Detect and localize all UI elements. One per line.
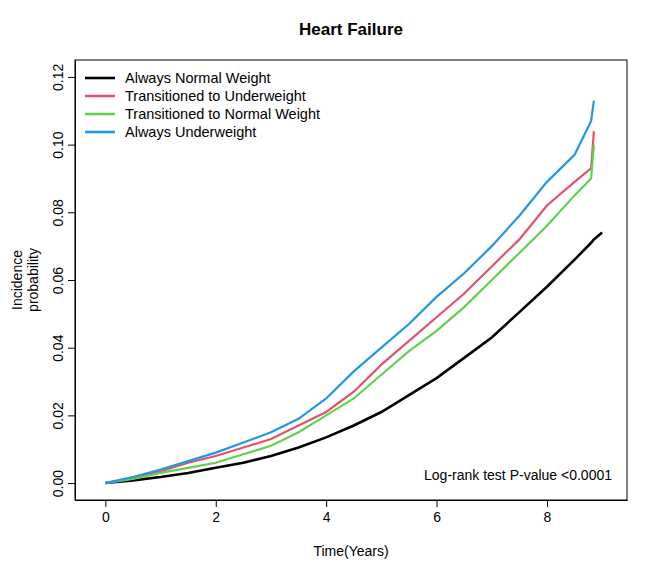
tick-mark <box>68 415 75 416</box>
tick-mark <box>437 500 438 507</box>
tick-mark <box>216 500 217 507</box>
tick: 0.04 <box>50 334 75 361</box>
y-axis-title: Incidenceprobability <box>9 248 41 312</box>
tick-label: 0.00 <box>50 470 66 497</box>
legend-swatch <box>85 95 115 98</box>
tick-mark <box>105 500 106 507</box>
tick-label: 0.10 <box>50 131 66 158</box>
x-axis-title: Time(Years) <box>313 543 388 559</box>
tick-label: 8 <box>544 509 552 525</box>
series-line <box>105 131 594 483</box>
tick: 0.02 <box>50 402 75 429</box>
tick-label: 0.06 <box>50 267 66 294</box>
series-line <box>105 233 602 483</box>
annotation: Log-rank test P-value <0.0001 <box>424 467 612 483</box>
tick: 0 <box>102 500 110 525</box>
tick-label: 4 <box>323 509 331 525</box>
legend-swatch <box>85 131 115 134</box>
title: Heart Failure <box>299 20 403 39</box>
legend-swatch <box>85 77 115 80</box>
chart: 0 2 4 6 8 0.00 0.02 0.04 0.06 0.08 0.10 0.12 Heart F… <box>0 0 666 575</box>
axis-line <box>76 500 628 501</box>
tick: 0.06 <box>50 267 75 294</box>
series-line <box>105 145 594 483</box>
lines <box>105 101 602 483</box>
tick-mark <box>68 280 75 281</box>
x-axis: 0 2 4 6 8 <box>76 500 628 525</box>
tick: 6 <box>433 500 441 525</box>
tick-mark <box>68 77 75 78</box>
tick-mark <box>68 483 75 484</box>
tick: 0.12 <box>50 64 75 91</box>
tick-label: 2 <box>212 509 220 525</box>
tick-label: 6 <box>433 509 441 525</box>
legend-label: Transitioned to Normal Weight <box>125 106 320 122</box>
tick-label: 0.12 <box>50 64 66 91</box>
tick-mark <box>326 500 327 507</box>
tick-label: 0.08 <box>50 199 66 226</box>
tick-mark <box>68 348 75 349</box>
legend-label: Always Normal Weight <box>125 70 271 86</box>
tick-label: 0.04 <box>50 334 66 361</box>
tick: 0.00 <box>50 470 75 497</box>
axis-line <box>75 61 76 501</box>
tick: 0.08 <box>50 199 75 226</box>
legend-label: Always Underweight <box>125 124 256 140</box>
y-axis: 0.00 0.02 0.04 0.06 0.08 0.10 0.12 <box>50 61 76 501</box>
legend-swatch <box>85 113 115 116</box>
tick-mark <box>68 212 75 213</box>
legend: Always Normal Weight Transitioned to Unde… <box>85 70 320 140</box>
tick: 0.10 <box>50 131 75 158</box>
plot-frame <box>75 60 627 500</box>
tick-label: 0.02 <box>50 402 66 429</box>
tick: 8 <box>544 500 552 525</box>
tick: 2 <box>212 500 220 525</box>
tick-label: 0 <box>102 509 110 525</box>
tick: 4 <box>323 500 331 525</box>
series-line <box>105 101 594 483</box>
tick-mark <box>547 500 548 507</box>
legend-label: Transitioned to Underweight <box>125 88 306 104</box>
tick-mark <box>68 145 75 146</box>
